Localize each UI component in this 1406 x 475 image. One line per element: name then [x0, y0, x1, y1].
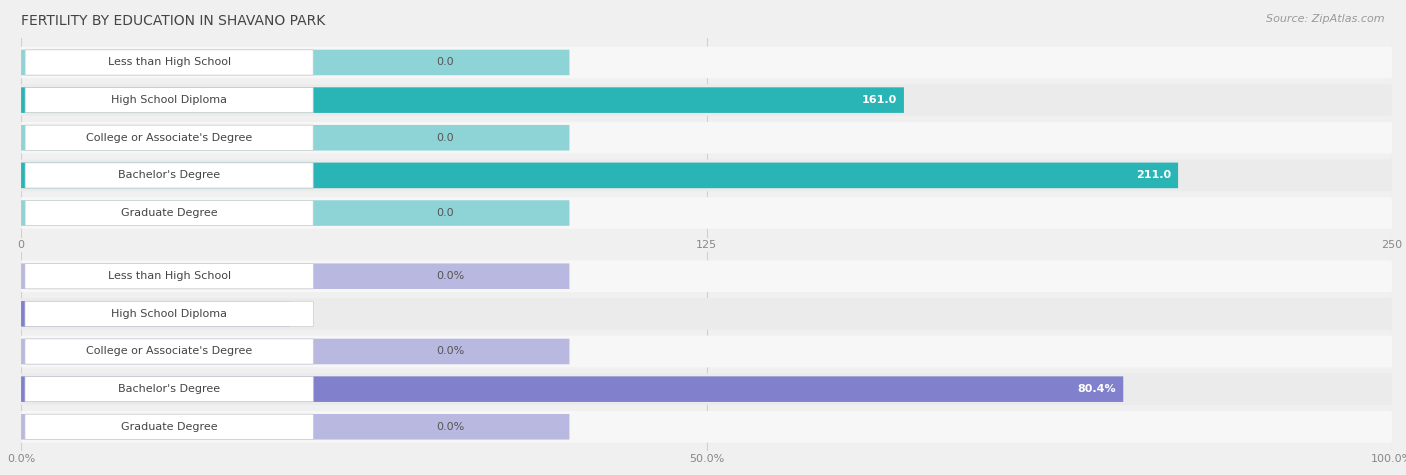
Text: High School Diploma: High School Diploma [111, 309, 228, 319]
FancyBboxPatch shape [21, 339, 569, 364]
Text: 19.6%: 19.6% [245, 309, 283, 319]
Text: Graduate Degree: Graduate Degree [121, 422, 218, 432]
FancyBboxPatch shape [21, 298, 1392, 330]
FancyBboxPatch shape [21, 87, 904, 113]
Text: Bachelor's Degree: Bachelor's Degree [118, 384, 221, 394]
Text: Less than High School: Less than High School [108, 57, 231, 67]
Text: Source: ZipAtlas.com: Source: ZipAtlas.com [1267, 14, 1385, 24]
Text: 80.4%: 80.4% [1078, 384, 1116, 394]
FancyBboxPatch shape [21, 376, 1123, 402]
FancyBboxPatch shape [21, 336, 1392, 367]
FancyBboxPatch shape [21, 162, 1178, 188]
FancyBboxPatch shape [21, 197, 1392, 229]
FancyBboxPatch shape [21, 373, 1392, 405]
FancyBboxPatch shape [25, 339, 314, 364]
Text: High School Diploma: High School Diploma [111, 95, 228, 105]
FancyBboxPatch shape [21, 50, 569, 75]
Text: FERTILITY BY EDUCATION IN SHAVANO PARK: FERTILITY BY EDUCATION IN SHAVANO PARK [21, 14, 325, 28]
FancyBboxPatch shape [21, 160, 1392, 191]
FancyBboxPatch shape [21, 200, 569, 226]
Text: Graduate Degree: Graduate Degree [121, 208, 218, 218]
FancyBboxPatch shape [21, 301, 290, 327]
FancyBboxPatch shape [25, 414, 314, 439]
Text: 0.0: 0.0 [436, 208, 454, 218]
FancyBboxPatch shape [21, 84, 1392, 116]
Text: Less than High School: Less than High School [108, 271, 231, 281]
FancyBboxPatch shape [25, 50, 314, 75]
FancyBboxPatch shape [21, 260, 1392, 292]
FancyBboxPatch shape [25, 163, 314, 188]
Text: Bachelor's Degree: Bachelor's Degree [118, 171, 221, 180]
Text: 0.0%: 0.0% [436, 422, 465, 432]
FancyBboxPatch shape [21, 125, 569, 151]
FancyBboxPatch shape [21, 411, 1392, 443]
Text: 0.0%: 0.0% [436, 346, 465, 357]
Text: College or Associate's Degree: College or Associate's Degree [86, 133, 252, 143]
FancyBboxPatch shape [25, 87, 314, 113]
FancyBboxPatch shape [25, 125, 314, 151]
FancyBboxPatch shape [21, 47, 1392, 78]
Text: 0.0: 0.0 [436, 133, 454, 143]
FancyBboxPatch shape [25, 301, 314, 326]
Text: 211.0: 211.0 [1136, 171, 1171, 180]
Text: 0.0: 0.0 [436, 57, 454, 67]
Text: College or Associate's Degree: College or Associate's Degree [86, 346, 252, 357]
Text: 0.0%: 0.0% [436, 271, 465, 281]
Text: 161.0: 161.0 [862, 95, 897, 105]
FancyBboxPatch shape [21, 264, 569, 289]
FancyBboxPatch shape [25, 200, 314, 226]
FancyBboxPatch shape [21, 414, 569, 439]
FancyBboxPatch shape [21, 122, 1392, 153]
FancyBboxPatch shape [25, 377, 314, 402]
FancyBboxPatch shape [25, 264, 314, 289]
